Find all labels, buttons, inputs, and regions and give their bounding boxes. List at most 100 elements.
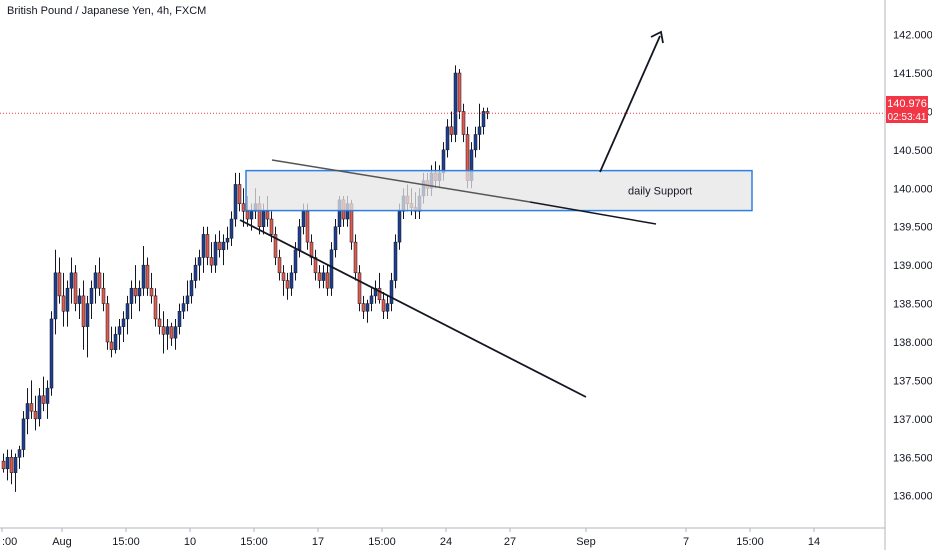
candle bbox=[329, 242, 334, 296]
candle bbox=[189, 272, 194, 304]
candle-body bbox=[69, 272, 74, 289]
candle bbox=[389, 272, 394, 312]
candle-body bbox=[313, 257, 318, 274]
candle bbox=[357, 265, 362, 312]
price-tick-label: 142.000 bbox=[893, 30, 932, 42]
candle bbox=[445, 119, 450, 158]
candle-body bbox=[389, 280, 394, 304]
upper-trendline[interactable] bbox=[271, 159, 531, 203]
candle bbox=[325, 265, 330, 296]
candle bbox=[181, 295, 186, 319]
candle bbox=[381, 292, 386, 319]
candle-body bbox=[45, 387, 50, 404]
drawing-overlays: daily Support bbox=[0, 30, 885, 398]
candle bbox=[129, 280, 134, 319]
support-trendline[interactable] bbox=[529, 201, 657, 225]
candle bbox=[81, 280, 86, 350]
candle bbox=[121, 311, 126, 343]
candle-body bbox=[93, 272, 98, 289]
candle bbox=[13, 453, 18, 492]
candle bbox=[449, 111, 454, 143]
candle-body bbox=[397, 211, 402, 243]
candle-group bbox=[1, 65, 490, 492]
candle-body bbox=[1, 460, 6, 470]
candle bbox=[161, 311, 166, 354]
candle bbox=[305, 203, 310, 250]
candle bbox=[453, 65, 458, 143]
time-tick-label: 15:00 bbox=[112, 536, 140, 548]
candle bbox=[97, 257, 102, 296]
candle-body bbox=[285, 280, 290, 289]
candle bbox=[205, 226, 210, 266]
candle bbox=[29, 380, 34, 419]
candle bbox=[485, 107, 490, 120]
candle bbox=[53, 249, 58, 335]
candle bbox=[89, 280, 94, 319]
candle bbox=[185, 280, 190, 312]
candle bbox=[177, 303, 182, 335]
candle-body bbox=[177, 311, 182, 327]
candle-body bbox=[281, 272, 286, 281]
candle-body bbox=[37, 395, 42, 420]
candle-body bbox=[213, 241, 218, 266]
candle bbox=[65, 280, 70, 327]
daily-support-zone[interactable] bbox=[245, 169, 753, 212]
candle bbox=[385, 295, 390, 319]
candle bbox=[193, 257, 198, 289]
candle-body bbox=[201, 234, 206, 258]
price-tick-label: 140.500 bbox=[893, 145, 932, 157]
candle-body bbox=[17, 449, 22, 458]
candle-body bbox=[269, 218, 274, 235]
time-scale[interactable]: :00 Aug 15:00 10 15:00 17 15:00 24 27 Sep 7 15:00 14 bbox=[1, 528, 820, 548]
candle bbox=[85, 295, 90, 358]
candle-body bbox=[261, 211, 266, 227]
candle bbox=[313, 249, 318, 281]
candle-body bbox=[357, 272, 362, 304]
bullish-arrow-line[interactable] bbox=[599, 35, 661, 173]
candle bbox=[109, 326, 114, 358]
candle bbox=[117, 318, 122, 350]
candle bbox=[49, 311, 54, 396]
candle-body bbox=[381, 299, 386, 312]
candle bbox=[377, 272, 382, 304]
candle-body bbox=[301, 211, 306, 227]
candle-body bbox=[105, 303, 110, 343]
candle bbox=[273, 226, 278, 266]
candle bbox=[397, 203, 402, 250]
candle bbox=[61, 272, 66, 327]
candle-body bbox=[385, 303, 390, 312]
candle-body bbox=[445, 126, 450, 151]
candle-body bbox=[101, 287, 106, 304]
candle bbox=[213, 234, 218, 273]
bullish-arrow-head bbox=[650, 30, 664, 44]
candle-body bbox=[369, 295, 374, 304]
candle-body bbox=[229, 218, 234, 239]
candle bbox=[225, 226, 230, 250]
candle bbox=[77, 288, 82, 319]
time-tick-label: Sep bbox=[576, 536, 596, 548]
candle bbox=[233, 172, 238, 227]
candle-body bbox=[125, 303, 130, 320]
candle bbox=[45, 380, 50, 419]
candle-body bbox=[89, 287, 94, 304]
candle bbox=[57, 257, 62, 304]
candle-body bbox=[321, 272, 326, 281]
candle bbox=[1, 453, 6, 473]
candle bbox=[153, 288, 158, 327]
time-tick-label: 15:00 bbox=[240, 536, 268, 548]
time-tick-label: 15:00 bbox=[736, 536, 764, 548]
lower-trendline[interactable] bbox=[239, 219, 587, 398]
candle-body bbox=[481, 111, 486, 128]
candle bbox=[125, 295, 130, 335]
candle bbox=[165, 318, 170, 350]
candle bbox=[173, 318, 178, 350]
candle bbox=[37, 388, 42, 427]
price-tick-label: 137.500 bbox=[893, 375, 932, 387]
price-tick-label: 139.000 bbox=[893, 260, 932, 272]
candle-body bbox=[137, 287, 142, 297]
zone-label: daily Support bbox=[628, 186, 692, 198]
candle-body bbox=[141, 264, 146, 289]
candle bbox=[137, 280, 142, 312]
candle-body bbox=[197, 257, 202, 266]
